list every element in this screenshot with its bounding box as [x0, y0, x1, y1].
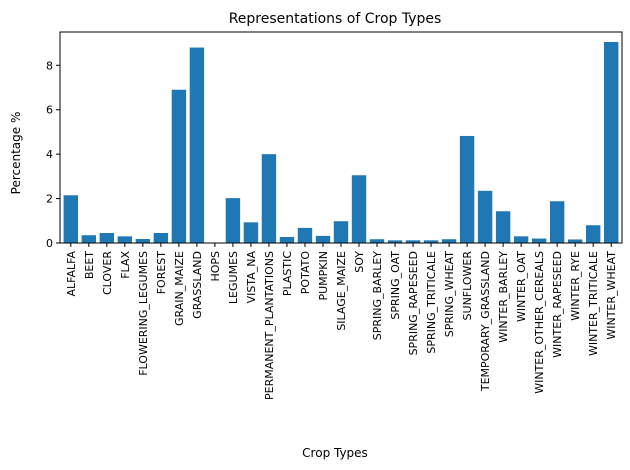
- bar-winter-other-cereals: [531, 238, 547, 243]
- x-tick-label: SPRING_WHEAT: [443, 251, 456, 338]
- bar-clover: [99, 233, 115, 243]
- x-tick-label: BEET: [83, 251, 96, 279]
- y-tick-label: 2: [46, 193, 53, 206]
- bar-flowering-legumes: [135, 239, 151, 243]
- y-tick-label: 8: [46, 59, 53, 72]
- bar-potato: [297, 227, 313, 243]
- bars-group: [63, 41, 619, 243]
- x-tick-label: WINTER_TRITICALE: [587, 251, 600, 356]
- x-tick-label: FOREST: [155, 251, 168, 295]
- bar-grain-maize: [171, 89, 187, 243]
- x-tick-label: FLOWERING_LEGUMES: [137, 251, 150, 376]
- bar-spring-oat: [387, 240, 403, 243]
- bar-legumes: [225, 198, 241, 243]
- x-tick-label: HOPS: [209, 251, 222, 282]
- x-tick-label: VISTA_NA: [245, 251, 258, 304]
- bar-winter-oat: [513, 236, 529, 243]
- x-tick-label: WINTER_RAPESEED: [551, 251, 564, 358]
- x-tick-label: WINTER_BARLEY: [497, 251, 510, 343]
- bar-sunflower: [459, 135, 475, 243]
- bar-temporary-grassland: [477, 190, 493, 243]
- bar-winter-triticale: [585, 225, 601, 243]
- bar-spring-barley: [369, 239, 385, 243]
- x-tick-label: SPRING_TRITICALE: [425, 251, 438, 354]
- x-axis-label: Crop Types: [302, 446, 368, 460]
- bar-grassland: [189, 47, 205, 243]
- bar-flax: [117, 236, 133, 243]
- x-tick-label: CLOVER: [101, 251, 114, 295]
- x-tick-label: LEGUMES: [227, 251, 240, 304]
- bar-spring-triticale: [423, 240, 439, 243]
- x-tick-label: SPRING_BARLEY: [371, 251, 384, 341]
- x-tick-label: WINTER_OTHER_CEREALS: [533, 251, 546, 394]
- x-tick-label: SPRING_RAPESEED: [407, 251, 420, 355]
- bar-silage-maize: [333, 221, 349, 243]
- bar-soy: [351, 175, 367, 243]
- bar-spring-wheat: [441, 239, 457, 243]
- x-tick-label: PERMANENT_PLANTATIONS: [263, 251, 276, 400]
- bar-forest: [153, 233, 169, 243]
- x-axis-ticks: ALFALFA BEET CLOVER FLAX FLOWERING_LEGUMES FO…: [65, 243, 618, 400]
- bar-beet: [81, 235, 97, 243]
- bar-alfalfa: [63, 195, 79, 243]
- x-tick-label: PLASTIC: [281, 251, 294, 296]
- bar-winter-wheat: [603, 41, 619, 243]
- x-tick-label: PUMPKIN: [317, 251, 330, 301]
- x-tick-label: TEMPORARY_GRASSLAND: [479, 251, 492, 392]
- x-tick-label: FLAX: [119, 251, 132, 279]
- y-tick-label: 6: [46, 104, 53, 117]
- bar-plastic: [279, 237, 295, 243]
- bar-winter-barley: [495, 211, 511, 243]
- x-tick-label: WINTER_RYE: [569, 251, 582, 321]
- x-tick-label: GRASSLAND: [191, 251, 204, 319]
- bar-vista-na: [243, 222, 259, 243]
- x-tick-label: WINTER_OAT: [515, 251, 528, 322]
- x-tick-label: SILAGE_MAIZE: [335, 251, 348, 331]
- x-tick-label: SUNFLOWER: [461, 251, 474, 321]
- x-tick-label: SPRING_OAT: [389, 251, 402, 320]
- x-tick-label: WINTER_WHEAT: [605, 251, 618, 340]
- bar-winter-rapeseed: [549, 201, 565, 243]
- y-axis-label: Percentage %: [9, 112, 23, 195]
- x-tick-label: POTATO: [299, 251, 312, 295]
- y-tick-label: 4: [46, 148, 53, 161]
- bar-permanent-plantations: [261, 154, 277, 243]
- x-tick-label: SOY: [353, 251, 366, 273]
- plot-frame: [59, 31, 623, 244]
- bar-winter-rye: [567, 239, 583, 243]
- x-tick-label: GRAIN_MAIZE: [173, 251, 186, 326]
- chart-title: Representations of Crop Types: [229, 11, 442, 27]
- x-tick-label: ALFALFA: [65, 251, 78, 297]
- bar-pumpkin: [315, 235, 331, 243]
- y-tick-label: 0: [46, 237, 53, 250]
- y-axis-ticks: 0 2 4 6 8: [46, 59, 60, 250]
- bar-spring-rapeseed: [405, 240, 421, 243]
